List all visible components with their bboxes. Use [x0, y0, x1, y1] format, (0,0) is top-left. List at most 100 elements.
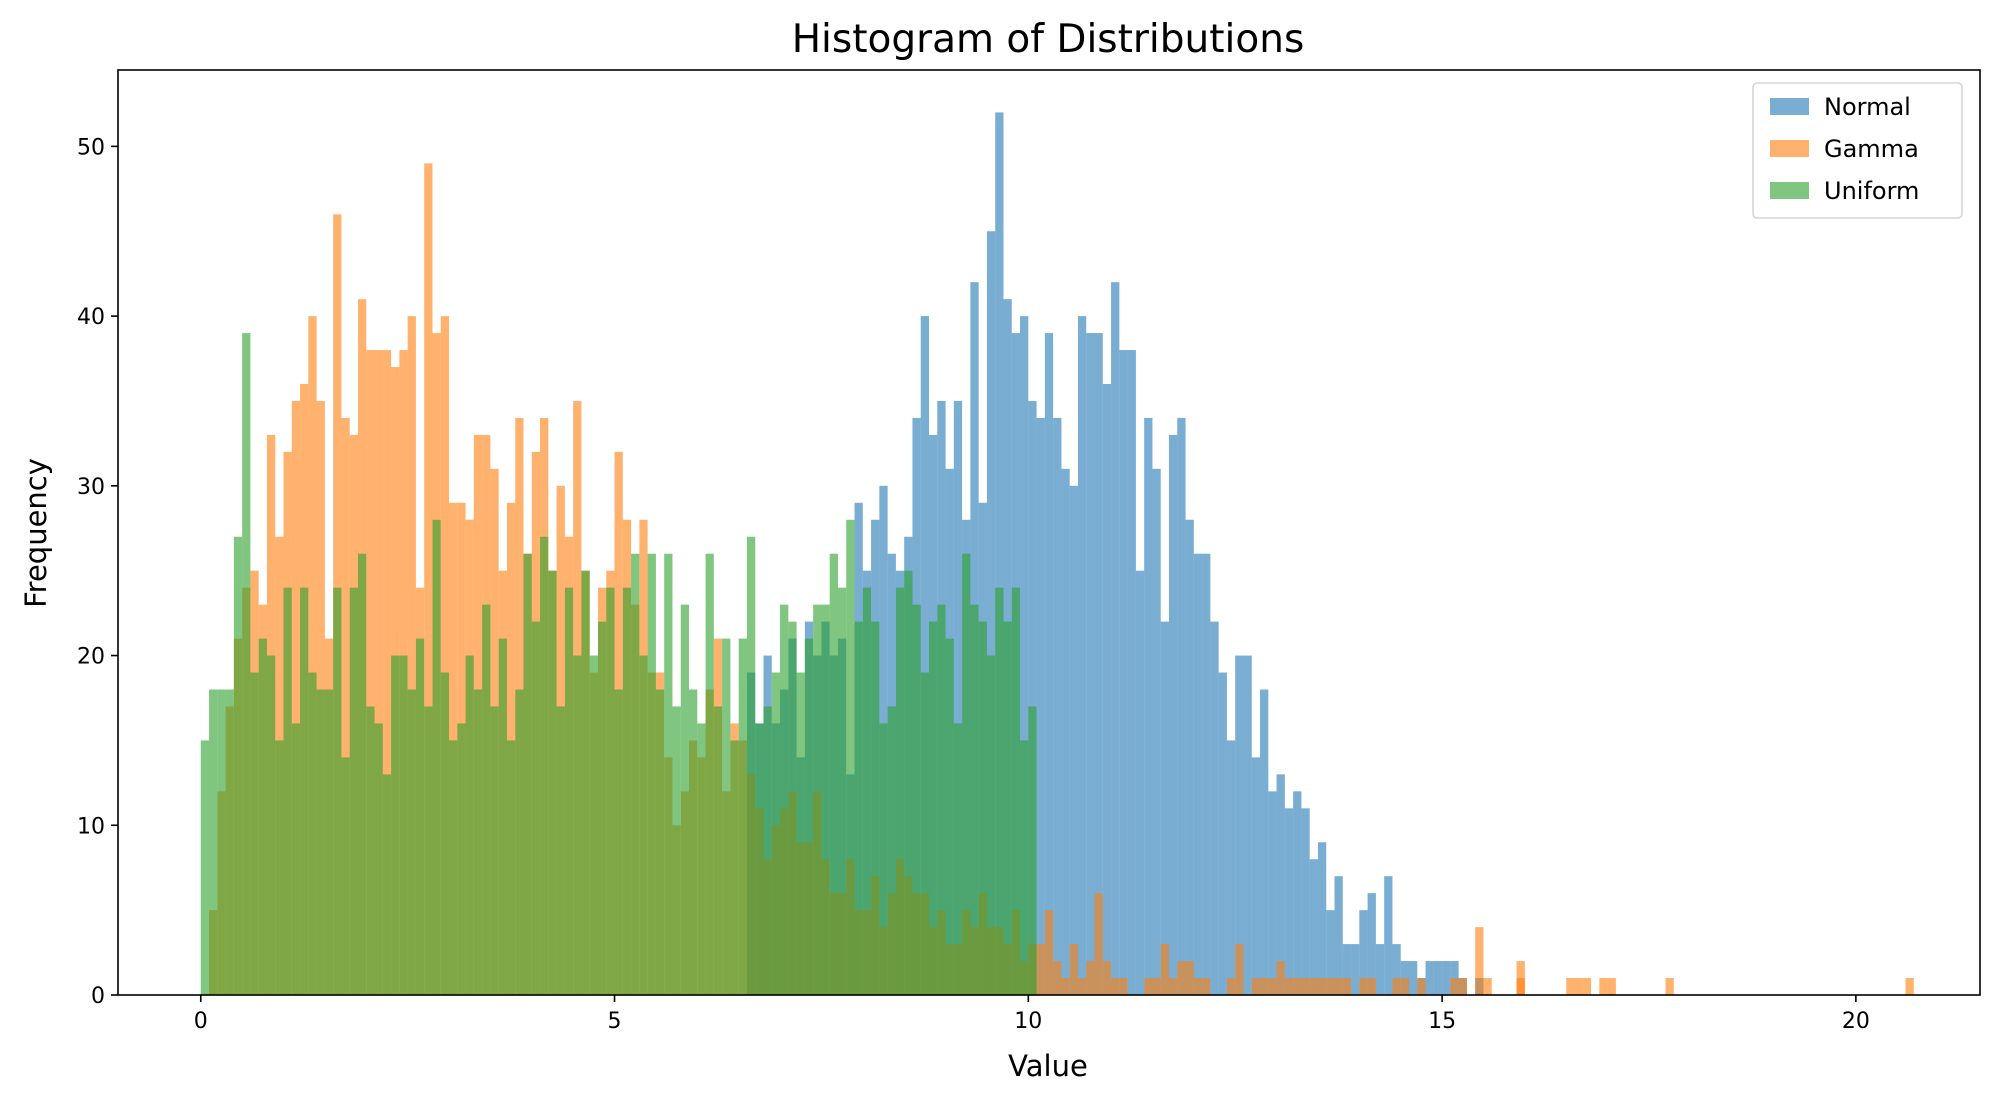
bar-uniform-32: [465, 655, 474, 995]
bar-uniform-3: [225, 689, 234, 995]
bar-uniform-82: [879, 723, 888, 995]
bar-normal-42: [1094, 333, 1103, 995]
bar-uniform-62: [713, 706, 723, 995]
x-tick-label: 10: [1014, 1009, 1042, 1034]
bar-normal-62: [1260, 689, 1269, 995]
bar-uniform-15: [324, 689, 334, 995]
bar-uniform-96: [995, 587, 1004, 995]
bar-normal-21: [920, 316, 930, 996]
bar-normal-37: [1053, 417, 1062, 995]
bar-normal-72: [1342, 944, 1352, 995]
bar-uniform-79: [854, 621, 863, 995]
bar-uniform-38: [515, 689, 524, 995]
bar-gamma-128: [1309, 978, 1318, 995]
bar-normal-43: [1102, 383, 1112, 995]
bar-normal-84: [1442, 961, 1451, 995]
bar-uniform-40: [531, 621, 541, 995]
bar-gamma-24: [407, 316, 416, 996]
x-axis: 0 5 10 15 20: [194, 995, 1870, 1034]
bar-uniform-65: [738, 638, 747, 995]
bar-uniform-94: [978, 621, 987, 995]
legend-swatch-normal: [1770, 98, 1809, 115]
bar-normal-66: [1293, 791, 1302, 995]
y-tick-label: 50: [77, 135, 105, 160]
bar-gamma-12: [308, 316, 317, 996]
bar-gamma-139: [1458, 978, 1467, 995]
bar-normal-70: [1326, 910, 1335, 995]
bar-uniform-44: [564, 587, 574, 995]
bar-uniform-69: [771, 672, 781, 995]
bar-uniform-27: [424, 706, 433, 995]
bar-gamma-125: [1284, 978, 1294, 995]
bar-uniform-91: [953, 723, 963, 995]
bar-uniform-43: [556, 706, 565, 995]
bar-uniform-37: [506, 740, 516, 995]
bar-normal-68: [1309, 859, 1318, 995]
bar-gamma-112: [1152, 978, 1161, 995]
bar-uniform-71: [788, 621, 797, 995]
bar-uniform-75: [821, 604, 830, 995]
bar-gamma-124: [1276, 961, 1285, 995]
bar-uniform-95: [986, 655, 996, 995]
bar-uniform-55: [655, 689, 665, 995]
bar-normal-57: [1218, 672, 1227, 995]
bar-uniform-52: [631, 553, 640, 995]
bar-normal-48: [1144, 417, 1153, 995]
bar-uniform-64: [730, 740, 739, 995]
bar-gamma-144: [1566, 978, 1575, 995]
series-uniform: [200, 333, 1037, 995]
bar-normal-64: [1276, 774, 1285, 995]
bar-gamma-103: [1061, 978, 1070, 995]
bar-uniform-14: [316, 689, 325, 995]
bar-uniform-48: [597, 621, 607, 995]
bar-uniform-12: [300, 587, 309, 995]
bar-uniform-47: [589, 655, 598, 995]
bar-gamma-109: [1111, 978, 1120, 995]
bar-normal-60: [1243, 655, 1252, 995]
y-tick-label: 0: [91, 984, 105, 1009]
bar-uniform-21: [374, 723, 383, 995]
bar-uniform-81: [871, 621, 880, 995]
bar-uniform-31: [457, 723, 466, 995]
bar-gamma-21: [382, 350, 392, 995]
bar-gamma-137: [1417, 978, 1426, 995]
bar-gamma-149: [1665, 978, 1674, 995]
bar-uniform-58: [680, 604, 690, 995]
bar-uniform-89: [937, 604, 946, 995]
bar-gamma-126: [1293, 978, 1302, 995]
bar-gamma-19: [366, 350, 375, 995]
bar-gamma-127: [1301, 978, 1310, 995]
bar-uniform-50: [614, 689, 623, 995]
bar-uniform-8: [266, 655, 276, 995]
bar-normal-45: [1119, 350, 1128, 995]
bar-normal-35: [1036, 417, 1045, 995]
bar-uniform-66: [746, 536, 756, 995]
bars-layer: [200, 112, 1914, 996]
bar-uniform-85: [904, 570, 913, 995]
bar-normal-30: [995, 112, 1004, 996]
bar-normal-83: [1433, 961, 1443, 995]
bar-uniform-7: [258, 638, 267, 995]
bar-uniform-74: [813, 604, 822, 995]
y-tick-label: 40: [77, 305, 105, 330]
legend-label-gamma: Gamma: [1824, 135, 1919, 163]
bar-gamma-123: [1268, 978, 1277, 995]
bar-uniform-49: [606, 587, 615, 995]
bar-normal-34: [1028, 400, 1037, 996]
bar-gamma-102: [1053, 961, 1062, 995]
bar-normal-67: [1301, 808, 1310, 995]
bar-normal-59: [1235, 655, 1244, 995]
bar-normal-54: [1193, 553, 1203, 995]
bar-uniform-6: [250, 672, 259, 995]
bar-gamma-130: [1326, 978, 1335, 995]
legend-label-uniform: Uniform: [1824, 177, 1919, 205]
bar-normal-58: [1226, 740, 1236, 995]
bar-uniform-83: [887, 706, 896, 995]
bar-uniform-1: [209, 689, 218, 995]
bar-uniform-42: [548, 570, 557, 995]
x-tick-label: 0: [194, 1009, 208, 1034]
bar-normal-55: [1202, 553, 1211, 995]
bar-uniform-18: [349, 587, 358, 995]
bar-gamma-120: [1235, 944, 1244, 995]
bar-uniform-98: [1011, 587, 1021, 995]
